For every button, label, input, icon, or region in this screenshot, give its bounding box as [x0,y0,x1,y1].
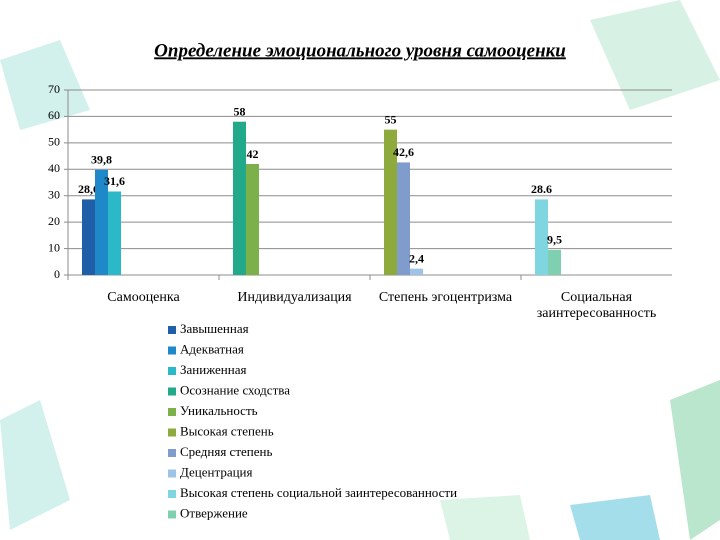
bar [246,164,259,275]
legend-label: Децентрация [180,464,253,479]
bar [548,249,561,275]
bar [384,129,397,275]
x-tick-label: Социальная заинтересованность [536,290,657,321]
legend-swatch [168,367,176,375]
decoration [590,0,720,110]
data-label: 28,6 [78,182,99,196]
legend-swatch [168,428,176,437]
legend-label: Отвержение [180,505,248,520]
legend-label: Заниженная [180,362,246,377]
legend-swatch [168,510,176,519]
y-tick-label: 10 [48,240,60,254]
legend-swatch [168,490,176,498]
y-tick-label: 20 [48,214,60,228]
y-tick-label: 30 [48,187,60,201]
legend-label: Высокая степень социальной заинтересован… [180,485,457,500]
legend-label: Адекватная [180,341,244,356]
data-label: 55 [385,112,397,126]
data-label: 9,5 [547,233,562,247]
legend-swatch [168,449,176,457]
bar [233,121,246,275]
x-tick-label: Самооценка [107,290,180,305]
legend-label: Средняя степень [180,444,272,459]
legend-label: Осознание сходства [180,382,290,397]
bar [82,199,95,275]
y-tick-label: 70 [48,82,60,96]
data-label: 31,6 [104,174,125,188]
legend-swatch [168,469,176,478]
decoration [570,495,660,540]
legend-swatch [168,408,176,416]
y-tick-label: 40 [48,161,60,175]
bar [397,162,410,275]
legend-swatch [168,346,176,355]
x-tick-label: Степень эгоцентризма [378,290,513,305]
decoration [670,380,720,540]
bar [410,268,423,275]
bar [95,169,108,275]
chart-title: Определение эмоционального уровня самооц… [154,40,566,61]
decoration [0,400,70,530]
legend-label: Завышенная [180,321,249,336]
legend-swatch [168,387,176,396]
legend-label: Уникальность [180,403,258,418]
data-label: 42 [247,147,259,161]
x-tick-label: Индивидуализация [237,290,352,305]
data-label: 58 [234,104,246,118]
data-label: 2,4 [409,251,424,265]
data-label: 39,8 [91,153,112,167]
decoration [440,495,530,540]
y-tick-label: 60 [48,108,60,122]
legend-swatch [168,326,176,334]
y-tick-label: 50 [48,135,60,149]
y-tick-label: 0 [54,267,60,281]
bar [535,199,548,275]
legend-label: Высокая степень [180,423,274,438]
data-label: 28.6 [531,182,552,196]
bar [108,191,121,275]
data-label: 42,6 [393,145,414,159]
